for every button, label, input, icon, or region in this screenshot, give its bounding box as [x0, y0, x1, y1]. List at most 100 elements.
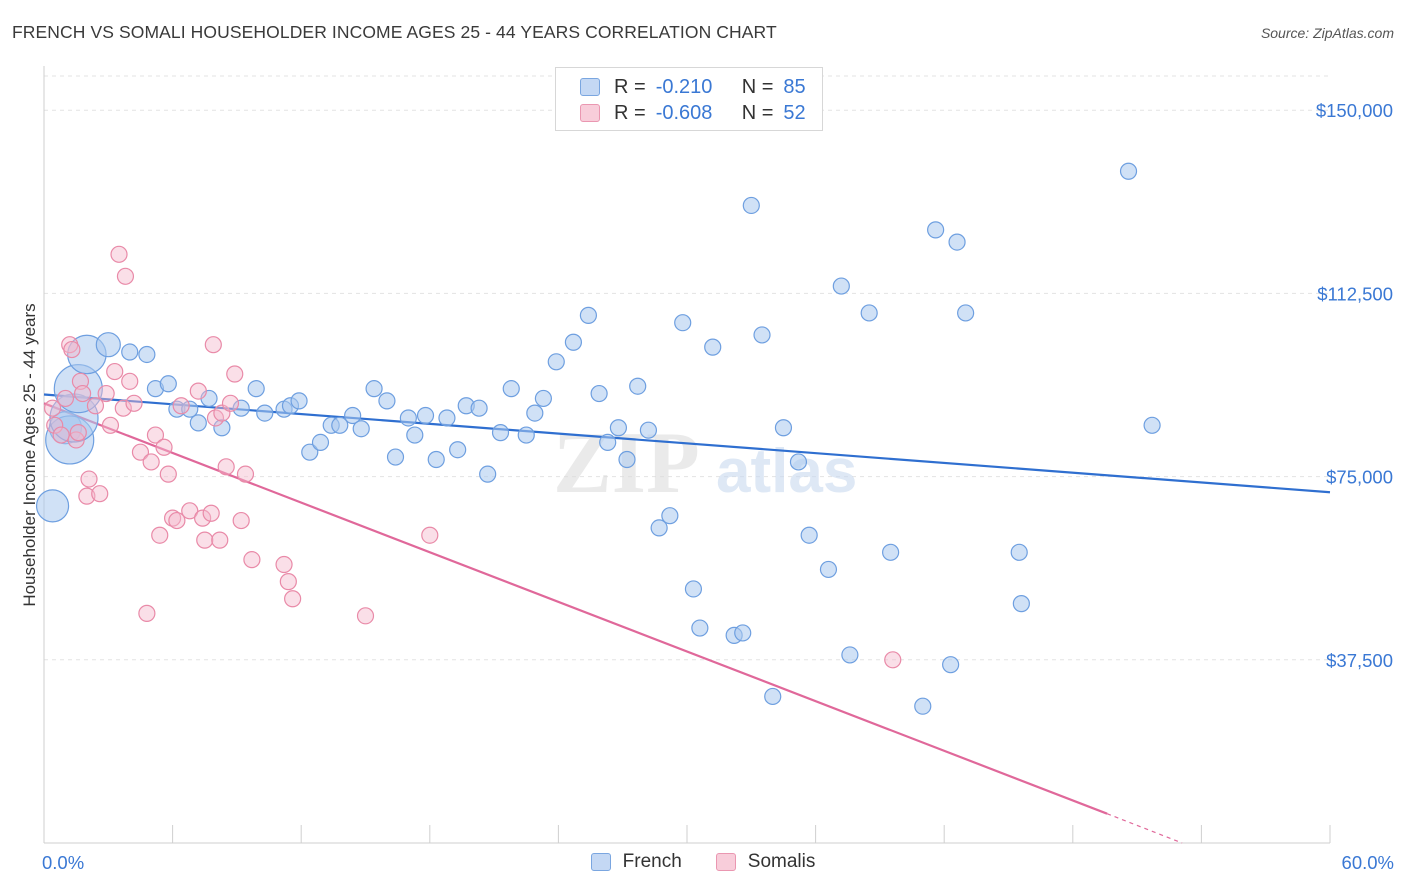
- somalis-point: [116, 267, 135, 285]
- somalis-point: [217, 458, 235, 476]
- somalis-point: [73, 384, 92, 403]
- r-label: R =: [614, 101, 646, 124]
- somalis-point: [202, 504, 220, 522]
- french-point: [406, 426, 424, 444]
- r-value: -0.608: [655, 101, 713, 124]
- french-point: [95, 332, 121, 358]
- y-tick-label: $75,000: [1326, 467, 1393, 488]
- y-tick-label: $37,500: [1326, 650, 1393, 671]
- french-point: [290, 392, 308, 410]
- somalis-point: [138, 604, 156, 622]
- french-point: [564, 333, 583, 351]
- somalis-point: [86, 397, 105, 415]
- french-point: [674, 314, 692, 332]
- french-point: [753, 326, 771, 344]
- somalis-point: [125, 394, 143, 412]
- somalis-point: [114, 399, 132, 417]
- french-point: [629, 377, 647, 395]
- french-point: [650, 519, 668, 537]
- french-point: [301, 443, 319, 461]
- x-tick-label: 0.0%: [42, 852, 84, 873]
- x-tick-label: 60.0%: [1342, 852, 1394, 873]
- french-point: [742, 196, 760, 215]
- somalis-point: [56, 389, 75, 408]
- french-point: [399, 409, 417, 427]
- french-point: [819, 560, 838, 579]
- french-point: [618, 450, 636, 469]
- french-point: [734, 624, 752, 642]
- french-point: [491, 424, 510, 442]
- legend-item-french: French: [590, 851, 682, 873]
- somalis-point: [121, 372, 139, 390]
- somalis-point: [46, 416, 64, 434]
- somalis-swatch-icon: [580, 104, 600, 122]
- french-point: [213, 419, 231, 437]
- somalis-point: [213, 404, 231, 422]
- french-point: [547, 353, 565, 371]
- somalis-point: [52, 426, 70, 444]
- tick-labels: $37,500 $75,000 $112,500 $150,000 0.0% 60.0%: [42, 100, 1394, 873]
- y-tick-label: $150,000: [1316, 100, 1393, 121]
- somalis-point: [226, 365, 244, 383]
- somalis-point: [275, 555, 293, 574]
- french-point: [534, 389, 552, 408]
- legend-item-somalis: Somalis: [715, 851, 816, 873]
- somalis-point: [78, 487, 96, 505]
- n-label: N =: [741, 75, 774, 98]
- french-point: [1012, 595, 1030, 613]
- somalis-swatch-icon: [715, 853, 736, 871]
- somalis-point: [131, 443, 150, 461]
- legend-label-somalis: Somalis: [747, 851, 816, 872]
- french-point: [957, 304, 975, 322]
- n-value: 85: [783, 75, 806, 98]
- axes: [43, 66, 1331, 844]
- r-value: -0.210: [655, 75, 713, 98]
- somalis-point: [196, 531, 214, 549]
- french-point: [35, 489, 70, 523]
- data-points: [35, 162, 1161, 715]
- french-point: [841, 646, 859, 664]
- french-point: [914, 697, 932, 715]
- french-point: [352, 420, 370, 438]
- watermark: ZIPatlas: [553, 415, 857, 512]
- french-point: [764, 687, 782, 706]
- french-point: [365, 380, 383, 398]
- french-point: [181, 400, 199, 418]
- french-point: [590, 384, 608, 403]
- french-point: [449, 441, 467, 459]
- french-point: [942, 656, 960, 674]
- french-point: [189, 414, 207, 432]
- french-point: [948, 233, 966, 251]
- french-point: [386, 448, 405, 466]
- french-point: [774, 419, 793, 437]
- series-legend: French Somalis: [0, 851, 1406, 873]
- french-point: [517, 426, 535, 444]
- somalis-point: [189, 382, 207, 400]
- somalis-point: [243, 551, 261, 569]
- french-point: [1143, 416, 1161, 434]
- somalis-point: [211, 531, 229, 549]
- french-point: [438, 409, 456, 427]
- french-point: [691, 619, 709, 637]
- french-swatch-icon: [580, 78, 600, 96]
- n-value: 52: [783, 101, 806, 124]
- somalis-point: [172, 397, 190, 415]
- somalis-point: [146, 426, 165, 444]
- french-point: [232, 399, 250, 417]
- somalis-point: [63, 340, 81, 359]
- somalis-point: [43, 399, 62, 417]
- somalis-point: [194, 509, 212, 527]
- french-point: [311, 433, 330, 452]
- somalis-point: [356, 607, 375, 625]
- french-swatch-icon: [590, 853, 611, 871]
- french-point: [800, 526, 818, 544]
- french-point: [684, 580, 703, 598]
- somalis-point: [168, 511, 186, 530]
- french-point: [860, 304, 878, 322]
- french-point: [882, 543, 900, 561]
- watermark-atlas: atlas: [716, 437, 857, 506]
- french-point: [416, 406, 435, 425]
- somalis-point: [155, 438, 173, 456]
- french-point: [704, 338, 722, 356]
